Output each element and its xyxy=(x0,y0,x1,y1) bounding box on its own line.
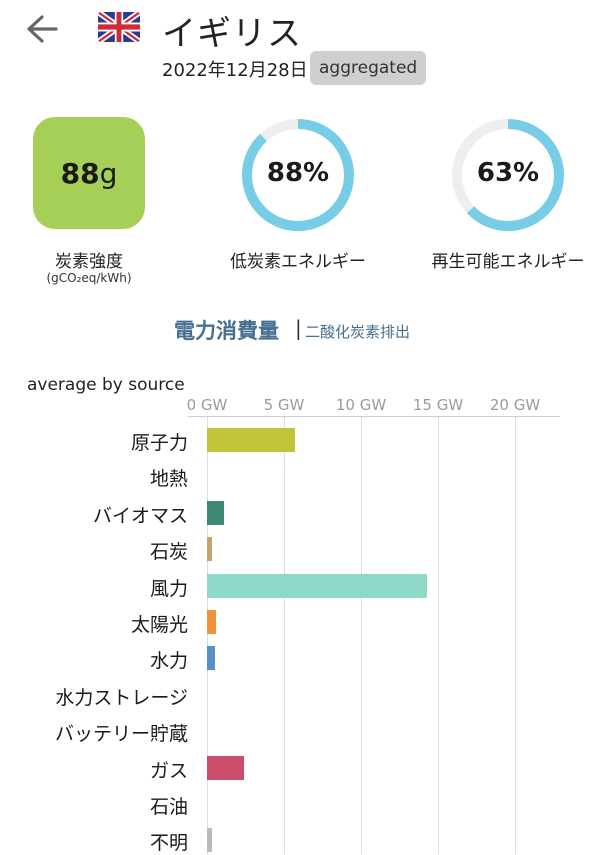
low-carbon-label: 低炭素エネルギー xyxy=(230,252,366,272)
chart-title: average by source xyxy=(27,375,185,395)
country-title: イギリス xyxy=(162,14,302,54)
tab-separator: | xyxy=(295,316,302,340)
source-label: ガス xyxy=(149,759,188,782)
source-bar[interactable] xyxy=(207,537,212,562)
x-tick-label: 15 GW xyxy=(412,396,464,414)
source-label: 太陽光 xyxy=(130,614,188,636)
source-label: 原子力 xyxy=(130,432,188,454)
x-tick-label: 0 GW xyxy=(186,396,228,414)
tab-co2-emissions[interactable]: 二酸化炭素排出 xyxy=(305,323,411,341)
source-label: バッテリー貯蔵 xyxy=(54,723,188,746)
back-arrow-icon[interactable] xyxy=(22,12,60,46)
source-label: 不明 xyxy=(149,832,188,855)
x-tick-label: 20 GW xyxy=(489,396,541,414)
source-bar[interactable] xyxy=(207,428,295,452)
x-axis-line xyxy=(188,416,560,417)
source-label: 水力 xyxy=(149,650,188,673)
source-label: 風力 xyxy=(149,577,188,600)
low-carbon-ring-fill xyxy=(242,119,354,231)
source-label: 石炭 xyxy=(149,541,188,564)
carbon-intensity-value: 88 xyxy=(60,156,100,190)
gridline xyxy=(438,417,439,854)
gridline xyxy=(284,417,285,854)
source-bar[interactable] xyxy=(207,500,224,525)
gridline xyxy=(207,417,208,854)
source-bar[interactable] xyxy=(207,610,217,634)
source-bar[interactable] xyxy=(207,828,212,853)
source-label: バイオマス xyxy=(92,504,188,527)
source-label: 地熱 xyxy=(149,468,188,491)
date-label: 2022年12月28日 xyxy=(162,60,308,81)
carbon-intensity-unit: g xyxy=(99,156,118,190)
x-tick-label: 5 GW xyxy=(263,396,305,414)
carbon-intensity-unit-label: (gCO₂eq/kWh) xyxy=(46,271,132,285)
low-carbon-donut[interactable] xyxy=(240,117,356,233)
low-carbon-percent: 88% xyxy=(266,158,330,188)
source-bar[interactable] xyxy=(207,755,244,780)
x-tick-label: 10 GW xyxy=(335,396,387,414)
aggregated-badge[interactable]: aggregated xyxy=(310,51,427,85)
carbon-intensity-box[interactable]: 88 g xyxy=(33,117,145,229)
renewable-percent: 63% xyxy=(476,158,540,188)
source-bar[interactable] xyxy=(207,573,428,598)
source-label: 石油 xyxy=(149,796,188,818)
tab-power-consumption[interactable]: 電力消費量 xyxy=(174,319,279,343)
carbon-intensity-label: 炭素強度 xyxy=(55,252,123,272)
renewable-ring-fill xyxy=(452,119,564,231)
gridline xyxy=(361,417,362,854)
source-label: 水力ストレージ xyxy=(55,686,188,709)
uk-flag-icon xyxy=(98,12,140,42)
renewable-label: 再生可能エネルギー xyxy=(431,252,585,272)
renewable-donut[interactable] xyxy=(450,117,566,233)
gridline xyxy=(515,417,516,854)
source-bar[interactable] xyxy=(207,646,216,671)
